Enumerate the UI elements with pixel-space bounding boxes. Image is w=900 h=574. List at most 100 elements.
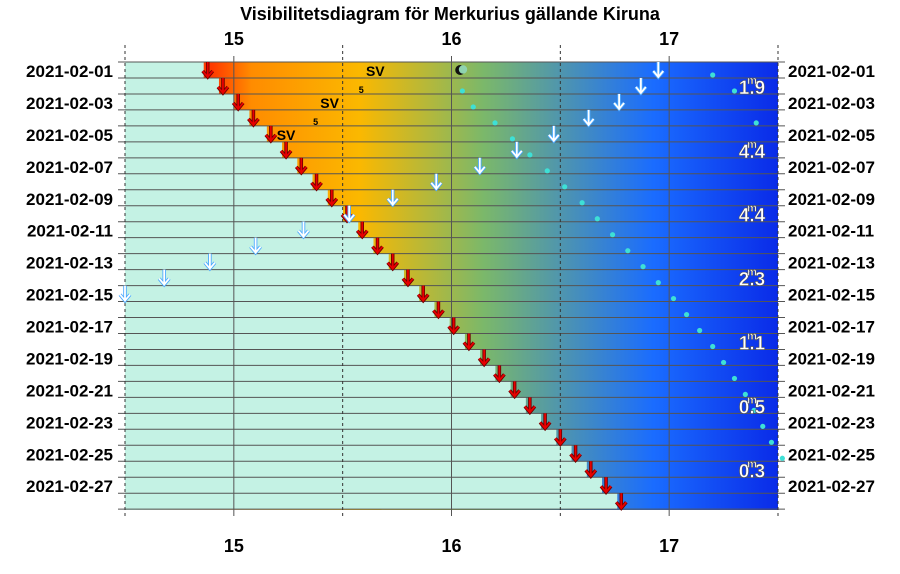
arrow-head: [493, 373, 506, 382]
date-label-right: 2021-02-05: [788, 126, 875, 145]
sunset-arrow: [508, 381, 521, 400]
star-dot: [640, 264, 646, 270]
star-dot: [492, 120, 498, 126]
arrow-head: [295, 166, 308, 175]
sunset-arrow: [477, 349, 491, 368]
sunset-arrow: [247, 109, 260, 128]
star-dot: [779, 455, 785, 461]
arrow-head: [417, 294, 429, 302]
arrow-head: [432, 309, 445, 318]
arrow-head: [202, 70, 214, 79]
star-dot: [710, 72, 716, 78]
star-dot: [697, 327, 703, 334]
arrow-head: [326, 198, 338, 207]
date-label-right: 2021-02-23: [788, 413, 875, 432]
date-label-right: 2021-02-01: [788, 62, 875, 81]
sv-label: SV: [277, 127, 296, 143]
date-label-left: 2021-02-07: [26, 158, 113, 177]
star-dot: [768, 439, 775, 445]
arrow-head: [615, 501, 627, 510]
date-label-right: 2021-02-07: [788, 158, 875, 177]
date-label-right: 2021-02-19: [788, 349, 875, 368]
magnitude-label: 0.5: [739, 397, 766, 418]
magnitude-unit: m: [747, 139, 757, 151]
magnitude-label: 4.4: [739, 206, 766, 227]
star-dot: [625, 248, 631, 254]
arrow-head: [280, 150, 292, 159]
star-dot: [751, 407, 757, 413]
star-dot: [731, 375, 738, 382]
arrow-head: [508, 389, 521, 398]
date-label-left: 2021-02-19: [26, 349, 113, 368]
moon-icon-cut: [458, 65, 468, 74]
x-tick-label-bottom: 15: [224, 536, 244, 556]
arrow-head: [430, 182, 442, 191]
date-label-right: 2021-02-17: [788, 318, 875, 337]
arrow-head: [474, 166, 486, 175]
magnitude-unit: m: [747, 330, 757, 342]
arrow-head: [297, 230, 310, 239]
magnitude-label: 0.3: [739, 461, 765, 482]
arrow-head: [652, 70, 664, 79]
axes: 15 15 16 16 17 17 2021-02-01 2021-02-01 2021-02-…: [26, 29, 875, 556]
date-label-left: 2021-02-11: [27, 222, 113, 241]
date-label-right: 2021-02-25: [788, 445, 875, 464]
arrow-head: [387, 262, 399, 271]
date-label-left: 2021-02-01: [26, 62, 113, 81]
date-label-left: 2021-02-15: [26, 286, 113, 305]
star-dot: [683, 311, 690, 318]
sv-label: SV: [366, 63, 385, 79]
arrow-head: [569, 453, 582, 462]
star-dot: [753, 120, 759, 126]
sv-sub-label: 5: [359, 85, 364, 95]
arrow-head: [158, 278, 170, 287]
arrow-head: [371, 246, 384, 255]
sunset-arrow: [294, 157, 308, 176]
star-dot: [742, 391, 748, 397]
star-dot: [731, 88, 738, 94]
arrow-head: [635, 86, 647, 95]
arrow-head: [265, 134, 277, 143]
star-dot: [459, 88, 465, 94]
date-label-left: 2021-02-23: [26, 413, 113, 432]
sunset-arrow: [553, 429, 567, 448]
sunset-arrow: [325, 189, 339, 208]
star-dot: [579, 200, 585, 206]
date-label-right: 2021-02-21: [788, 381, 875, 400]
date-label-right: 2021-02-27: [788, 477, 875, 496]
arrow-head: [548, 134, 560, 143]
sunset-arrow: [264, 125, 278, 144]
mercury-set-arrow: [249, 237, 262, 256]
star-dot: [720, 359, 727, 366]
star-dot: [760, 423, 766, 429]
arrow-head: [524, 405, 536, 414]
sunset-arrow: [614, 493, 628, 511]
sunset-arrow: [569, 445, 582, 464]
mercury-set-arrow: [118, 285, 132, 304]
mercury-set-arrow: [203, 253, 217, 272]
arrow-head: [217, 86, 229, 95]
arrow-head: [554, 437, 567, 446]
arrow-head: [613, 102, 625, 111]
magnitude-unit: m: [747, 203, 757, 215]
date-label-right: 2021-02-15: [788, 286, 875, 305]
arrow-head: [343, 214, 355, 223]
date-label-left: 2021-02-27: [26, 477, 113, 496]
date-label-right: 2021-02-11: [788, 222, 874, 241]
magnitude-label: 1.1: [739, 333, 766, 354]
mercury-set-arrow: [429, 173, 443, 192]
sunset-arrow: [416, 285, 430, 304]
arrow-head: [232, 102, 244, 111]
mercury-set-arrow: [297, 221, 310, 240]
date-label-left: 2021-02-21: [26, 381, 113, 400]
sunset-arrow: [279, 141, 293, 160]
star-dot: [710, 343, 716, 350]
sunset-arrow: [401, 269, 415, 288]
magnitude-unit: m: [747, 458, 757, 470]
mercury-set-arrow: [582, 109, 595, 128]
star-dot: [594, 216, 600, 222]
arrow-head: [511, 150, 523, 159]
sunset-arrow: [201, 62, 215, 80]
mercury-set-arrow: [612, 93, 626, 112]
magnitude-label: 2.3: [739, 270, 765, 291]
